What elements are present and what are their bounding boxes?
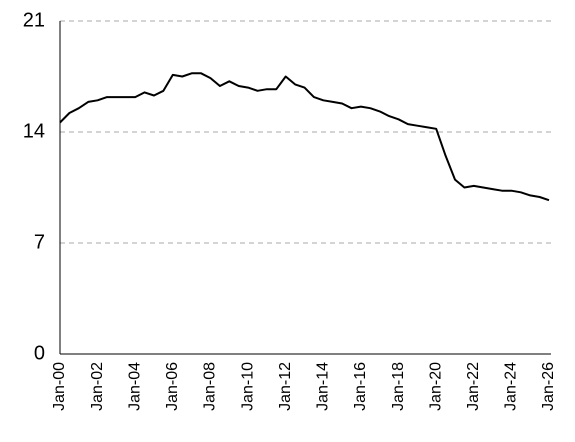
x-tick-label: Jan-18 xyxy=(390,362,407,411)
x-tick-label: Jan-26 xyxy=(540,362,557,411)
x-tick-label: Jan-22 xyxy=(465,362,482,411)
x-tick-label: Jan-06 xyxy=(164,362,181,411)
x-tick-label: Jan-00 xyxy=(51,362,68,411)
y-tick-label: 0 xyxy=(34,342,45,364)
x-tick-label: Jan-14 xyxy=(315,362,332,411)
x-tick-label: Jan-12 xyxy=(277,362,294,411)
x-tick-label: Jan-10 xyxy=(239,362,256,411)
data-line xyxy=(59,72,550,202)
x-tick-label: Jan-04 xyxy=(126,362,143,411)
x-tick-label: Jan-08 xyxy=(202,362,219,411)
y-tick-label: 14 xyxy=(23,120,45,142)
y-tick-label: 7 xyxy=(34,231,45,253)
x-tick-label: Jan-16 xyxy=(352,362,369,411)
x-tick-label: Jan-24 xyxy=(503,362,520,411)
y-tick-label: 21 xyxy=(23,9,45,31)
x-tick-label: Jan-20 xyxy=(427,362,444,411)
x-tick-label: Jan-02 xyxy=(89,362,106,411)
